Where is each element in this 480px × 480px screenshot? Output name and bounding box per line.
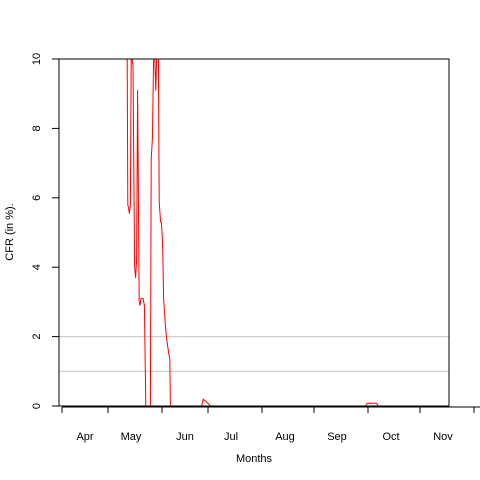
x-tick-label: Nov bbox=[433, 431, 453, 443]
x-tick-label: Apr bbox=[76, 431, 93, 443]
y-tick-label: 6 bbox=[31, 195, 43, 201]
x-tick-label: Sep bbox=[327, 431, 347, 443]
cfr-series-line bbox=[126, 59, 379, 406]
x-tick-label: Oct bbox=[382, 431, 399, 443]
x-tick-label: Jul bbox=[224, 431, 238, 443]
x-axis-title: Months bbox=[236, 453, 273, 465]
plot-frame bbox=[58, 58, 450, 407]
reference-lines bbox=[59, 336, 449, 372]
y-tick-label: 10 bbox=[31, 53, 43, 65]
y-tick-label: 0 bbox=[31, 403, 43, 409]
y-tick-label: 2 bbox=[31, 334, 43, 340]
x-tick-label: May bbox=[121, 431, 142, 443]
data-series bbox=[126, 59, 379, 406]
x-tick-label: Jun bbox=[176, 431, 194, 443]
y-axis-title: CFR (in %). bbox=[4, 203, 16, 260]
y-axis: 0 2 4 6 8 10 bbox=[31, 53, 59, 409]
x-axis: Apr May Jun Jul Aug Sep Oct Nov bbox=[61, 406, 480, 443]
x-tick-label: Aug bbox=[275, 431, 295, 443]
y-tick-label: 4 bbox=[31, 264, 43, 270]
y-tick-label: 8 bbox=[31, 125, 43, 131]
